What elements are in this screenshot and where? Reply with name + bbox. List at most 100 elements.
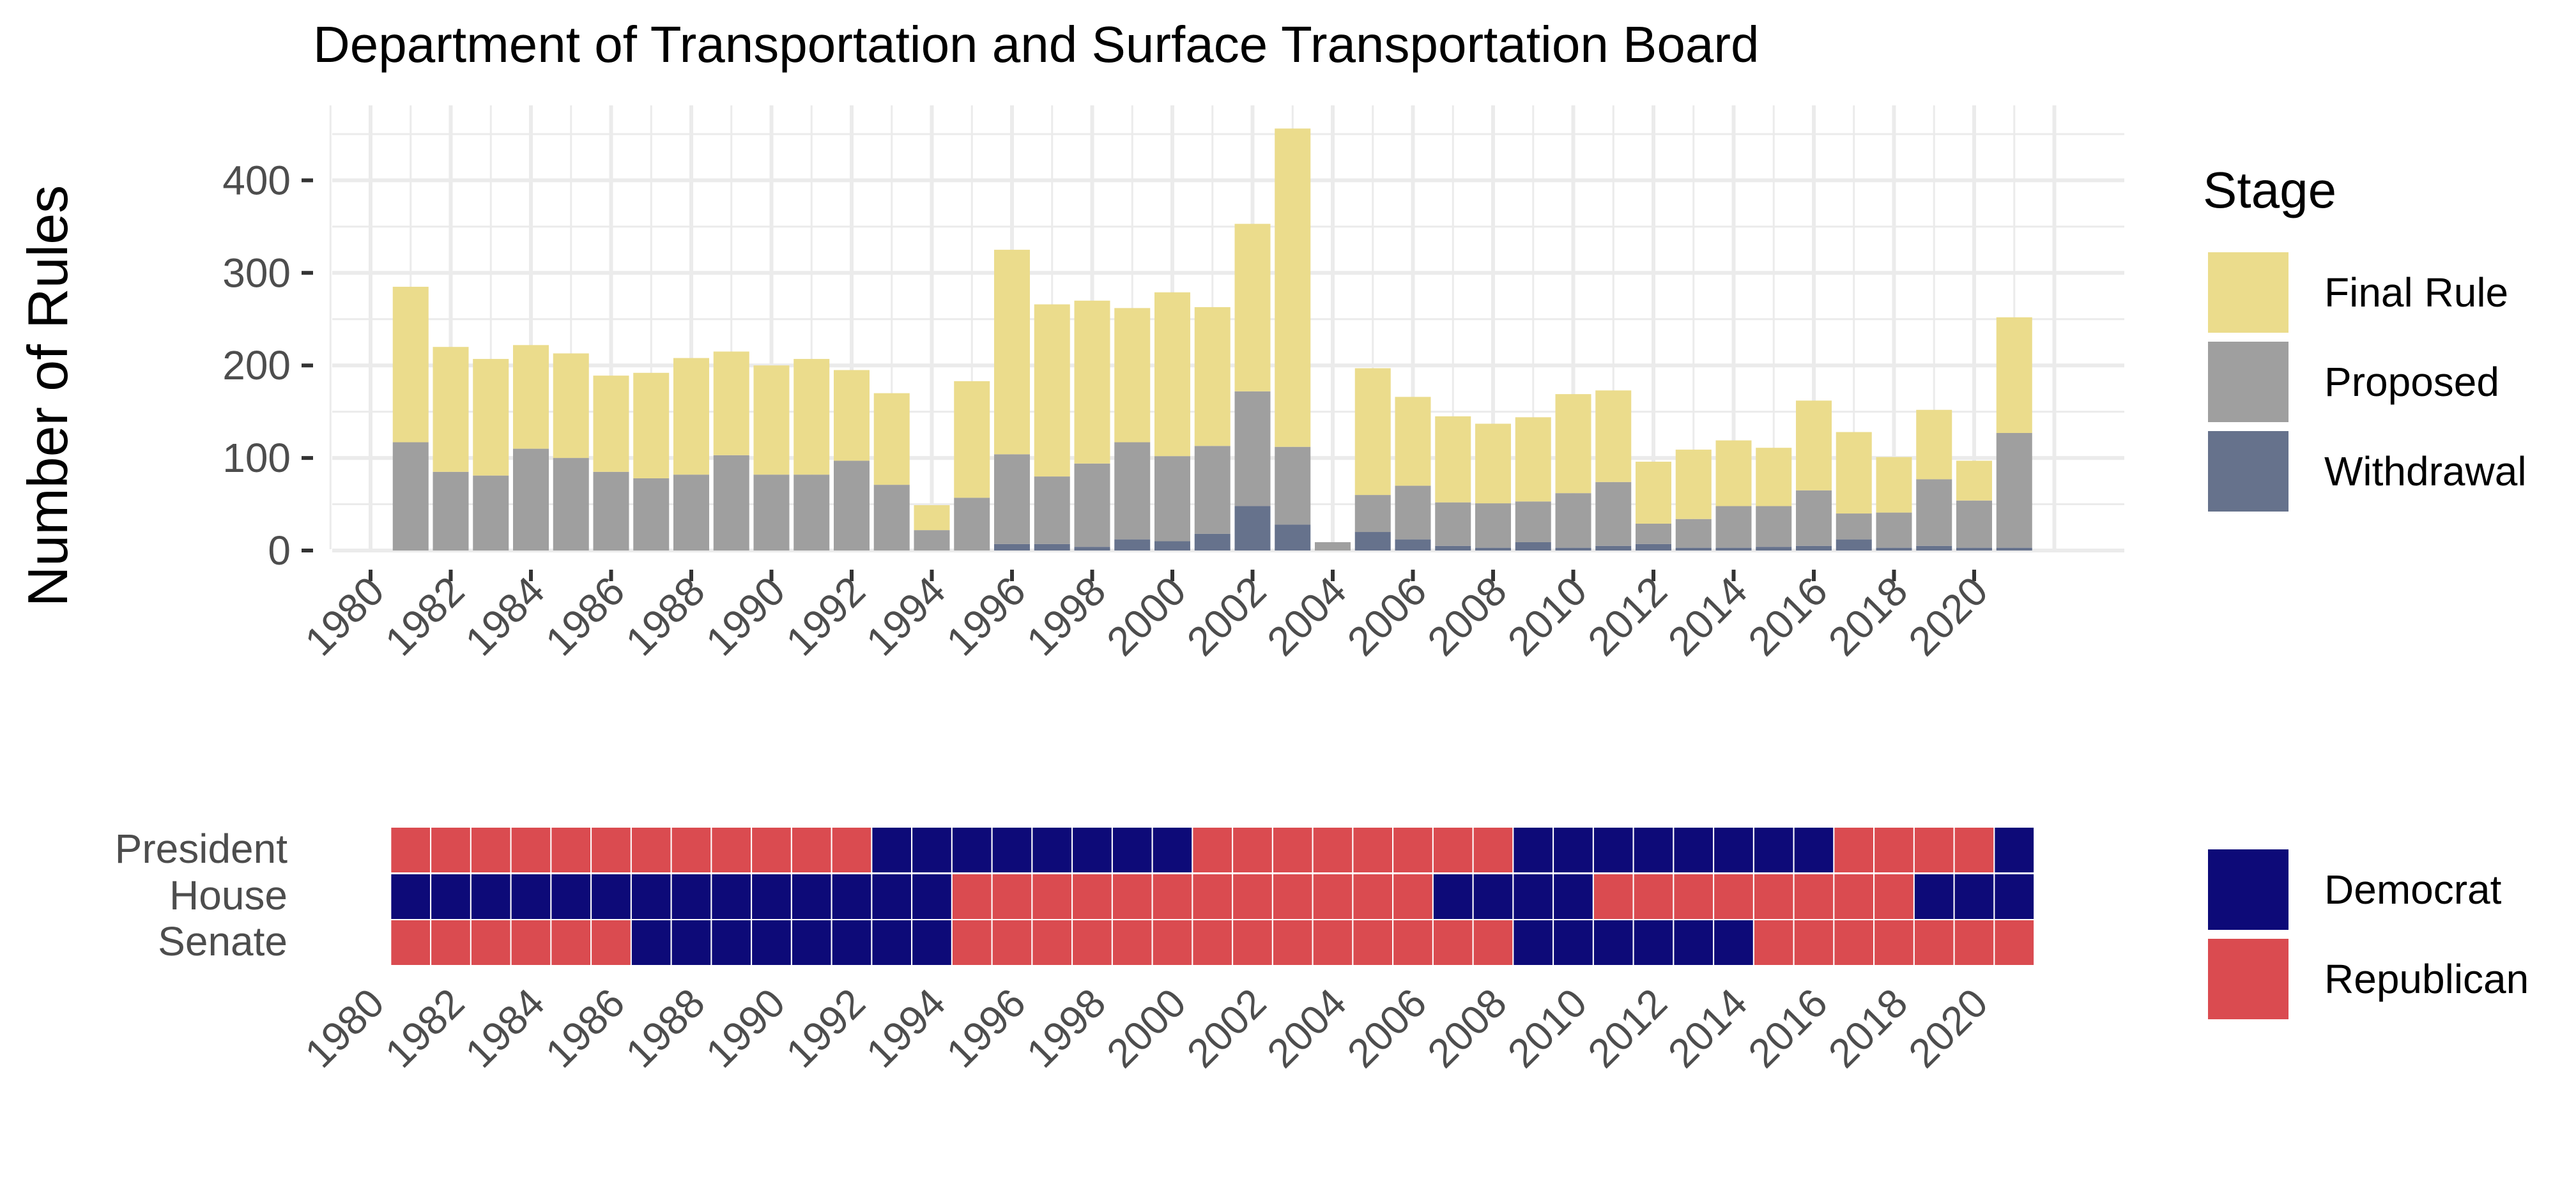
cell-president-1985 — [550, 826, 592, 874]
bar-withdrawal-2018 — [1876, 547, 1912, 551]
cell-senate-1992 — [831, 919, 873, 966]
bar-final-rule-1983 — [473, 359, 509, 476]
bar-withdrawal-1998 — [1074, 547, 1110, 551]
cell-house-1984 — [510, 873, 552, 920]
legend-label: Proposed — [2324, 359, 2499, 405]
cell-senate-1991 — [790, 919, 832, 966]
bar-final-rule-2008 — [1475, 423, 1511, 504]
cell-house-1982 — [430, 873, 471, 920]
bar-final-rule-1986 — [593, 376, 629, 472]
cell-house-2011 — [1592, 873, 1634, 920]
cell-president-2021 — [1993, 826, 2035, 874]
bar-proposed-1983 — [473, 475, 509, 551]
bar-final-rule-1984 — [513, 345, 549, 449]
stage-legend: Stage Final Rule Proposed Withdrawal — [2203, 162, 2527, 512]
bar-withdrawal-1997 — [1034, 543, 1070, 551]
cell-house-2001 — [1192, 873, 1234, 920]
cell-senate-2006 — [1392, 919, 1434, 966]
cell-president-1995 — [951, 826, 993, 874]
cell-house-2013 — [1673, 873, 1715, 920]
bar-proposed-1989 — [713, 455, 749, 551]
row-label-senate: Senate — [158, 918, 288, 964]
cell-house-1997 — [1031, 873, 1073, 920]
bar-withdrawal-2010 — [1555, 547, 1591, 551]
y-tick-label: 400 — [222, 157, 291, 203]
cell-president-1998 — [1071, 826, 1113, 874]
cell-president-2014 — [1713, 826, 1754, 874]
bar-final-rule-2010 — [1555, 394, 1591, 494]
cell-senate-1998 — [1071, 919, 1113, 966]
cell-house-2006 — [1392, 873, 1434, 920]
bar-final-rule-1994 — [914, 505, 950, 531]
cell-president-2003 — [1271, 826, 1314, 874]
bar-final-rule-2006 — [1395, 397, 1431, 486]
cell-senate-1987 — [630, 919, 672, 966]
bar-final-rule-1981 — [392, 287, 429, 443]
cell-president-2018 — [1873, 826, 1915, 874]
cell-president-2013 — [1673, 826, 1715, 874]
cell-president-1984 — [510, 826, 552, 874]
cell-president-1982 — [430, 826, 471, 874]
bar-proposed-1990 — [753, 475, 790, 551]
bar-proposed-2001 — [1194, 446, 1230, 534]
cell-president-1989 — [710, 826, 753, 874]
cell-president-2017 — [1833, 826, 1875, 874]
bar-final-rule-2021 — [1996, 317, 2032, 433]
y-tick-label: 0 — [268, 528, 291, 573]
legend-key-withdrawal — [2208, 431, 2288, 512]
cell-house-1989 — [710, 873, 753, 920]
bar-withdrawal-2009 — [1515, 542, 1551, 551]
bar-final-rule-2003 — [1275, 128, 1311, 447]
bar-final-rule-2009 — [1515, 417, 1551, 502]
bar-withdrawal-2020 — [1956, 547, 1992, 551]
bar-final-rule-1995 — [954, 381, 990, 498]
cell-house-2014 — [1713, 873, 1754, 920]
bar-proposed-1993 — [873, 485, 910, 551]
bar-proposed-2010 — [1555, 493, 1591, 548]
bar-final-rule-1996 — [994, 250, 1030, 455]
cell-senate-2011 — [1592, 919, 1634, 966]
bar-proposed-2007 — [1435, 502, 1471, 546]
bar-withdrawal-2003 — [1275, 524, 1311, 551]
bar-proposed-2002 — [1234, 391, 1271, 506]
bar-proposed-1985 — [553, 458, 589, 551]
cell-president-1988 — [670, 826, 712, 874]
legend-key-final-rule — [2208, 252, 2288, 333]
cell-senate-2007 — [1432, 919, 1474, 966]
bar-proposed-2021 — [1996, 432, 2032, 548]
cell-house-1985 — [550, 873, 592, 920]
cell-president-1992 — [831, 826, 873, 874]
bar-final-rule-1998 — [1074, 300, 1110, 464]
cell-house-2012 — [1632, 873, 1675, 920]
bar-withdrawal-2015 — [1756, 547, 1792, 551]
cell-senate-1999 — [1111, 919, 1153, 966]
cell-senate-2009 — [1512, 919, 1554, 966]
cell-senate-2005 — [1352, 919, 1394, 966]
cell-house-1987 — [630, 873, 672, 920]
cell-senate-1988 — [670, 919, 712, 966]
bar-final-rule-1990 — [753, 365, 790, 475]
bar-final-rule-1989 — [713, 351, 749, 455]
cell-house-1986 — [590, 873, 632, 920]
cell-house-1992 — [831, 873, 873, 920]
cell-house-2000 — [1151, 873, 1193, 920]
bar-withdrawal-2014 — [1715, 547, 1752, 551]
cell-president-2001 — [1192, 826, 1234, 874]
legend-label: Democrat — [2324, 867, 2502, 913]
cell-house-2021 — [1993, 873, 2035, 920]
bar-final-rule-2001 — [1194, 307, 1230, 446]
cell-president-2002 — [1232, 826, 1273, 874]
bar-withdrawal-2019 — [1916, 545, 1952, 551]
cell-house-2004 — [1312, 873, 1354, 920]
bar-withdrawal-1999 — [1114, 539, 1151, 551]
bar-final-rule-1985 — [553, 353, 589, 459]
bar-withdrawal-1996 — [994, 543, 1030, 551]
cell-president-2010 — [1552, 826, 1594, 874]
party-heatmap: PresidentHouseSenate19801982198419861988… — [115, 826, 2035, 1077]
bar-proposed-2019 — [1916, 479, 1952, 546]
cell-senate-2004 — [1312, 919, 1354, 966]
bar-proposed-2006 — [1395, 485, 1431, 540]
bar-proposed-2014 — [1715, 506, 1752, 548]
cell-president-1986 — [590, 826, 632, 874]
